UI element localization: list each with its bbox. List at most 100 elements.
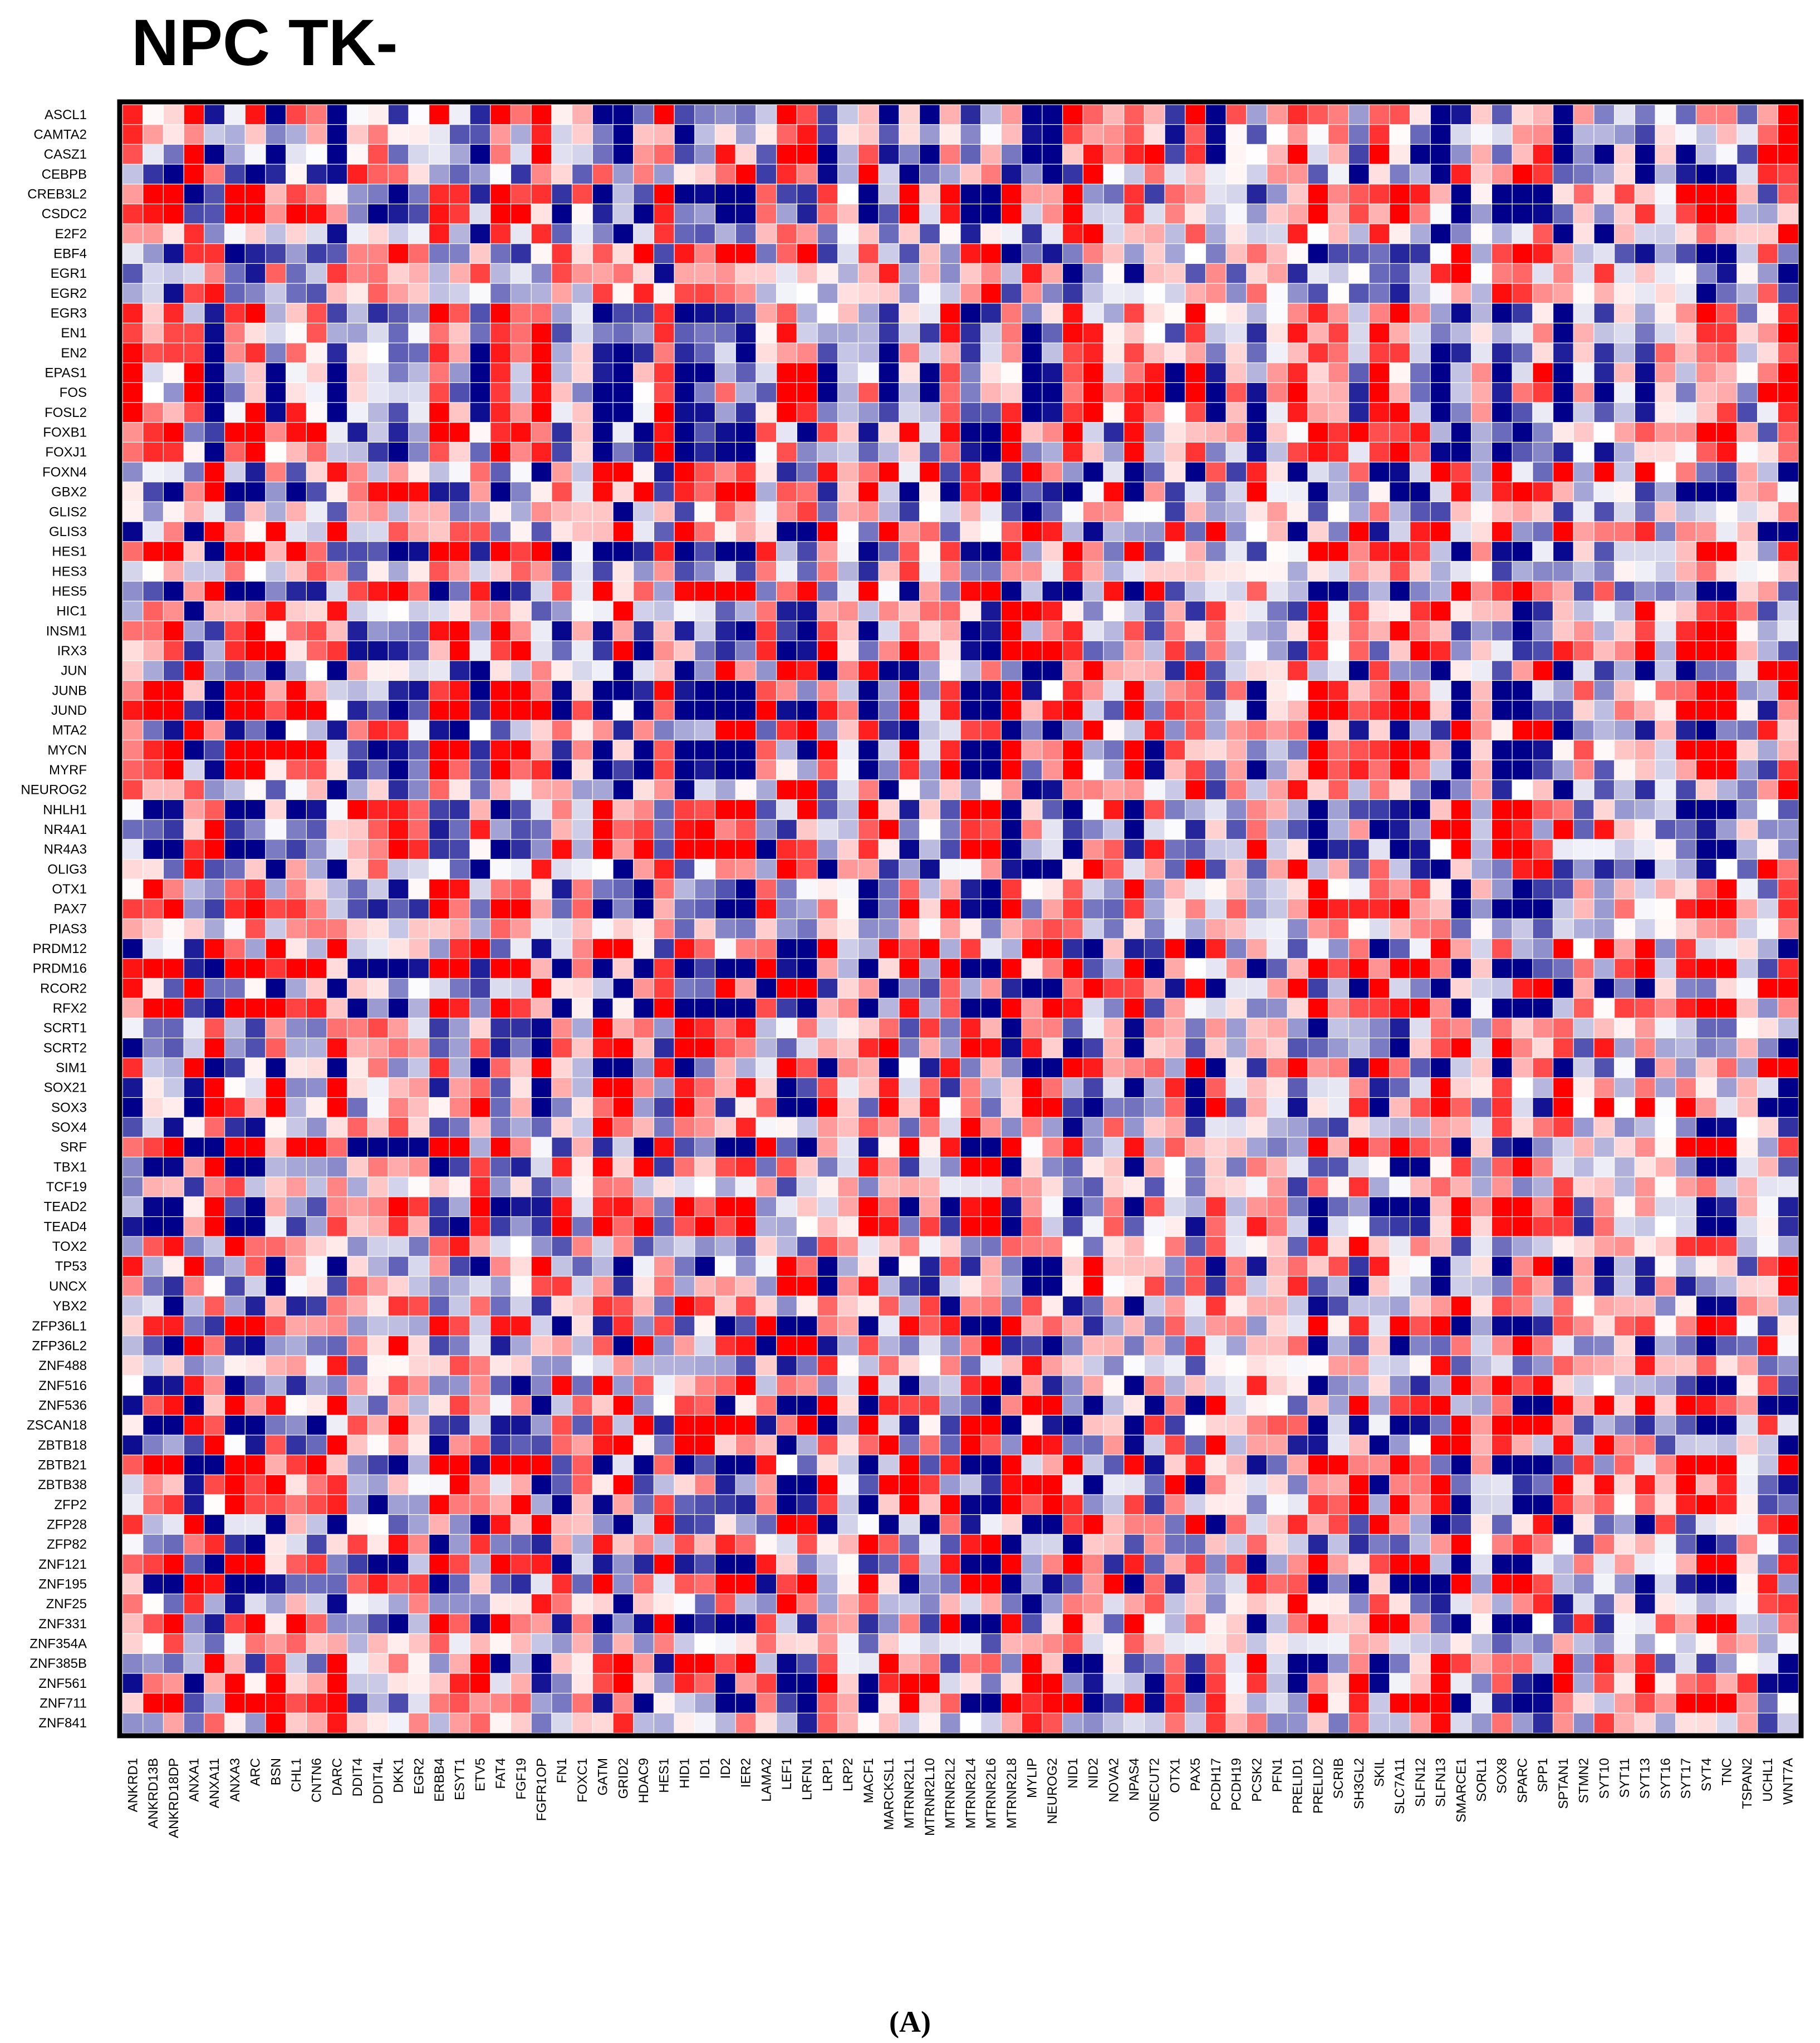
heatmap-cell <box>449 581 471 602</box>
heatmap-cell <box>919 918 941 940</box>
heatmap-cell <box>1042 998 1063 1019</box>
heatmap-cell <box>1267 938 1288 959</box>
heatmap-cell <box>510 1176 532 1197</box>
heatmap-cell <box>1695 1018 1718 1039</box>
heatmap-cell <box>571 1295 593 1317</box>
heatmap-cell <box>857 561 880 582</box>
heatmap-cell <box>429 322 450 344</box>
heatmap-cell <box>286 1156 307 1178</box>
heatmap-cell <box>1614 1295 1636 1317</box>
heatmap-cell <box>510 402 532 423</box>
heatmap-cell <box>837 184 859 205</box>
heatmap-cell <box>1267 1196 1288 1217</box>
heatmap-cell <box>429 1057 450 1078</box>
heatmap-cell <box>449 1256 471 1277</box>
heatmap-cell <box>1757 759 1779 780</box>
heatmap-cell <box>980 1077 1002 1098</box>
heatmap-cell <box>633 720 655 741</box>
heatmap-cell <box>1144 1256 1166 1277</box>
heatmap-cell <box>143 124 164 145</box>
heatmap-cell <box>857 918 880 940</box>
heatmap-cell <box>1103 382 1125 404</box>
heatmap-cell <box>1000 223 1023 244</box>
heatmap-cell <box>244 482 266 503</box>
heatmap-cell <box>1675 739 1697 761</box>
heatmap-cell <box>1205 1057 1227 1078</box>
heatmap-cell <box>1430 878 1451 900</box>
heatmap-cell <box>387 799 409 821</box>
heatmap-cell <box>1716 938 1738 959</box>
heatmap-cell <box>367 1057 389 1078</box>
heatmap-cell <box>1042 482 1063 503</box>
heatmap-cell <box>1368 422 1390 443</box>
heatmap-cell <box>1491 938 1513 959</box>
heatmap-cell <box>1225 541 1247 562</box>
heatmap-cell <box>633 342 655 364</box>
heatmap-cell <box>980 441 1002 463</box>
heatmap-cell <box>347 164 369 185</box>
heatmap-cell <box>1205 541 1227 562</box>
heatmap-cell <box>1307 839 1329 860</box>
heatmap-cell <box>163 680 185 701</box>
heatmap-cell <box>1144 184 1166 205</box>
heatmap-cell <box>612 144 634 165</box>
heatmap-cell <box>1552 700 1574 721</box>
heatmap-cell <box>1389 482 1411 503</box>
heatmap-cell <box>633 203 655 225</box>
heatmap-cell <box>469 422 491 443</box>
heatmap-cell <box>1267 342 1288 364</box>
heatmap-cell <box>571 184 593 205</box>
heatmap-cell <box>1409 680 1431 701</box>
heatmap-cell <box>1348 203 1370 225</box>
heatmap-cell <box>1675 164 1697 185</box>
heatmap-cell <box>592 779 614 800</box>
heatmap-cell <box>183 243 205 264</box>
heatmap-cell <box>1655 422 1676 443</box>
heatmap-cell <box>1082 482 1104 503</box>
heatmap-cell <box>122 362 144 384</box>
heatmap-cell <box>286 1176 307 1197</box>
heatmap-cell <box>1124 482 1145 503</box>
heatmap-cell <box>1736 938 1758 959</box>
heatmap-cell <box>1716 878 1738 900</box>
heatmap-cell <box>143 144 164 165</box>
heatmap-cell <box>1634 482 1656 503</box>
heatmap-cell <box>1185 461 1206 483</box>
heatmap-cell <box>1552 1097 1574 1118</box>
heatmap-cell <box>1021 1097 1043 1118</box>
heatmap-cell <box>980 541 1002 562</box>
heatmap-cell <box>204 461 225 483</box>
heatmap-cell <box>1757 104 1779 125</box>
heatmap-cell <box>408 104 430 125</box>
heatmap-cell <box>878 1236 900 1257</box>
heatmap-cell <box>653 223 675 244</box>
heatmap-cell <box>1716 858 1738 880</box>
heatmap-cell <box>1368 1018 1390 1039</box>
heatmap-cell <box>1328 819 1350 840</box>
heatmap-cell <box>1246 978 1268 999</box>
heatmap-cell <box>306 342 328 364</box>
heatmap-cell <box>1185 362 1206 384</box>
heatmap-cell <box>224 541 246 562</box>
heatmap-cell <box>899 819 920 840</box>
heatmap-cell <box>1573 918 1595 940</box>
heatmap-cell <box>306 1236 328 1257</box>
heatmap-cell <box>1512 978 1533 999</box>
heatmap-cell <box>306 660 328 681</box>
heatmap-cell <box>1552 898 1574 920</box>
heatmap-cell <box>1287 521 1309 542</box>
heatmap-cell <box>1185 998 1206 1019</box>
heatmap-cell <box>1225 998 1247 1019</box>
heatmap-cell <box>224 501 246 523</box>
heatmap-cell <box>429 819 450 840</box>
heatmap-cell <box>694 601 716 622</box>
heatmap-cell <box>408 203 430 225</box>
heatmap-cell <box>1287 164 1309 185</box>
heatmap-cell <box>694 581 716 602</box>
heatmap-cell <box>1124 561 1145 582</box>
heatmap-cell <box>653 243 675 264</box>
heatmap-cell <box>531 124 552 145</box>
heatmap-cell <box>776 124 798 145</box>
heatmap-cell <box>633 402 655 423</box>
heatmap-cell <box>735 799 757 821</box>
